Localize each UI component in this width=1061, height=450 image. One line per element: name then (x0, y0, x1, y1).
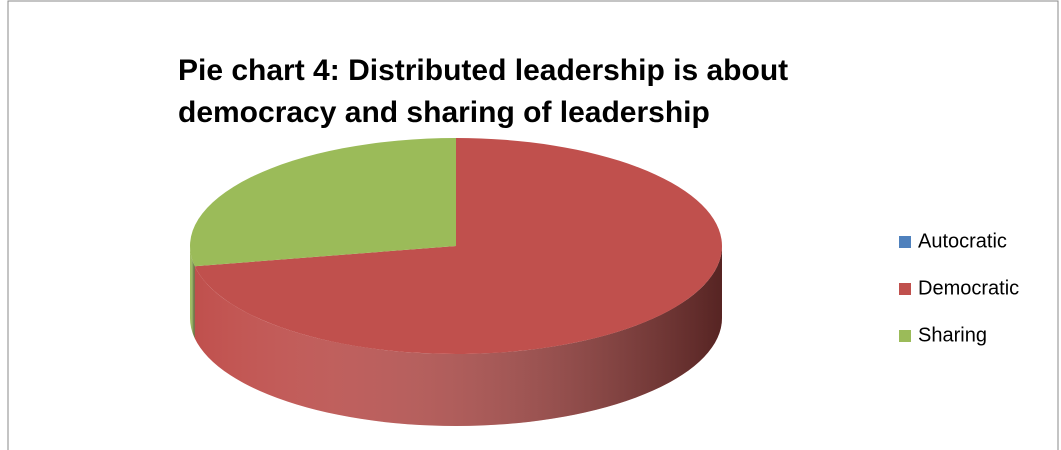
legend-swatch (899, 330, 911, 342)
slice (190, 138, 456, 267)
legend-label: Autocratic (918, 230, 1007, 252)
chart-border (7, 0, 1059, 450)
legend: Autocratic Democratic Sharing (899, 230, 1019, 346)
legend-label: Democratic (918, 277, 1019, 299)
pie (190, 138, 722, 427)
legend-label: Sharing (918, 324, 987, 346)
legend-swatch (899, 283, 911, 295)
chart-title: Pie chart 4: Distributed leadership is a… (178, 54, 789, 129)
legend-swatch (899, 236, 911, 248)
slice-side-shade (194, 246, 722, 427)
slice (194, 138, 722, 355)
slice-side-shade (190, 246, 195, 339)
